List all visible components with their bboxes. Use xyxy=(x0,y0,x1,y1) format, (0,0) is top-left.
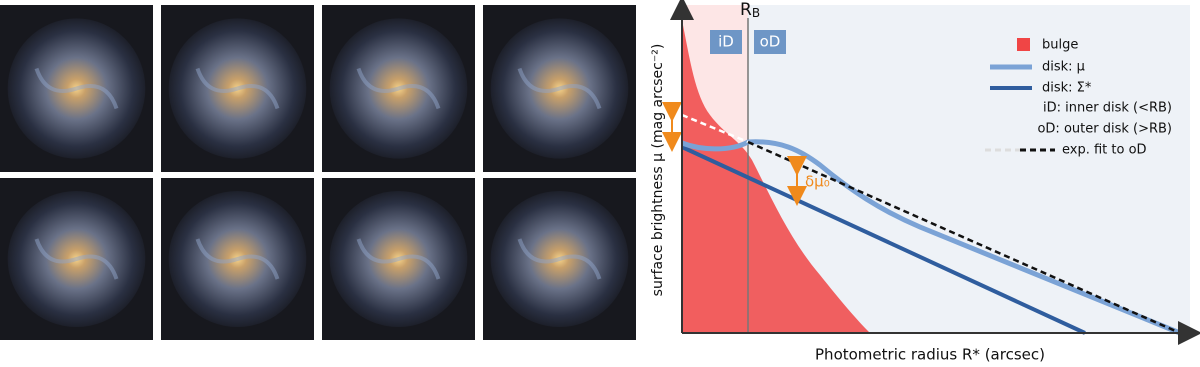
legend-entry: oD: outer disk (>RB) xyxy=(1037,122,1172,137)
spiral-arm xyxy=(356,67,441,110)
legend-entry: disk: Σ* xyxy=(1042,81,1092,96)
disk-mu xyxy=(681,139,1181,336)
exp-fit xyxy=(747,140,1181,335)
spiral-arm xyxy=(356,238,441,280)
legend-bulge-swatch xyxy=(1017,38,1030,51)
rb-sub: B xyxy=(752,6,760,20)
spiral-arm xyxy=(34,238,119,280)
spiral-arm xyxy=(517,238,602,280)
spiral-arm xyxy=(34,67,119,110)
delta-label: δμ₀ xyxy=(805,173,830,191)
spiral-arm xyxy=(195,238,280,280)
legend-entry: exp. fit to oD xyxy=(1062,143,1147,158)
legend-entry: disk: μ xyxy=(1042,60,1085,75)
bulge-area xyxy=(682,20,870,333)
galaxy-images xyxy=(0,5,636,340)
legend-entry: bulge xyxy=(1042,38,1078,53)
od-box xyxy=(754,30,786,54)
y-axis-label: surface brightness μ (mag arcsec⁻²) xyxy=(650,44,666,297)
x-axis-label: Photometric radius R* (arcsec) xyxy=(815,346,1045,364)
rb-main: R xyxy=(740,0,752,20)
id-label: iD xyxy=(718,33,734,51)
legend-entry: iD: inner disk (<RB) xyxy=(1043,101,1172,116)
fit-extension xyxy=(681,113,749,144)
disk-sigma xyxy=(681,145,1086,335)
rb-label: RB xyxy=(740,0,760,20)
id-box xyxy=(710,30,742,54)
spiral-arm xyxy=(517,67,602,110)
od-label: oD xyxy=(760,33,781,51)
spiral-arm xyxy=(195,67,280,110)
